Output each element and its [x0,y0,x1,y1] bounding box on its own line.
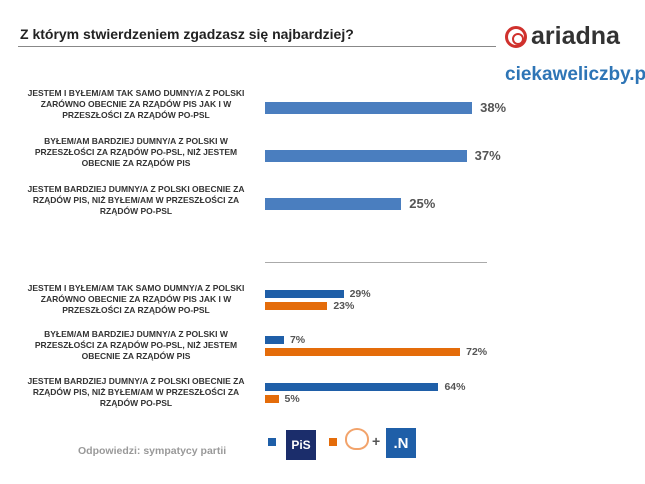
bar-po-n [265,347,461,356]
brand-name: ariadna [531,22,620,50]
chart-title: Z którym stwierdzeniem zgadzasz się najb… [20,26,354,42]
value-label: 64% [444,381,466,393]
nowoczesna-logo-text: .N [393,434,409,452]
bar-pis [265,290,344,298]
value-label: 7% [289,334,306,346]
legend-swatch-po [329,438,337,446]
bar-pis [265,336,284,344]
value-label: 37% [474,148,501,163]
po-logo-icon [345,428,369,450]
category-label: JESTEM I BYŁEM/AM TAK SAMO DUMNY/A Z POL… [27,283,245,315]
value-label: 72% [466,345,488,358]
bar-pis [265,383,439,391]
bar-po-n [265,394,279,403]
bar-overall [265,150,467,162]
value-label: 5% [284,392,300,405]
category-label: BYŁEM/AM BARDZIEJ DUMNY/A Z POLSKI W PRZ… [34,136,238,168]
plus-sign: + [372,433,381,449]
category-label: JESTEM BARDZIEJ DUMNY/A Z POLSKI OBECNIE… [27,184,245,216]
category-label: BYŁEM/AM BARDZIEJ DUMNY/A Z POLSKI W PRZ… [34,329,238,361]
note: Odpowiedzi: sympatycy partii [78,445,227,457]
pis-logo-text: PiS [291,438,311,452]
bar-po-n [265,301,328,310]
value-label: 25% [409,196,436,211]
pis-logo: PiS [286,430,316,460]
category-label: JESTEM I BYŁEM/AM TAK SAMO DUMNY/A Z POL… [27,88,245,120]
nowoczesna-logo: .N [386,428,416,458]
bar-overall [265,102,473,114]
legend-swatch-pis [268,438,276,446]
ariadna-logo: ariadna [505,22,620,51]
ariadna-logo-icon [505,25,527,48]
value-label: 23% [333,299,355,312]
section-divider [265,262,487,263]
site-name: ciekaweliczby.pl [505,64,645,85]
bar-overall [265,198,402,210]
title-underline [18,46,496,47]
category-label: JESTEM BARDZIEJ DUMNY/A Z POLSKI OBECNIE… [27,376,245,408]
value-label: 38% [480,100,507,115]
value-label: 29% [349,288,371,300]
